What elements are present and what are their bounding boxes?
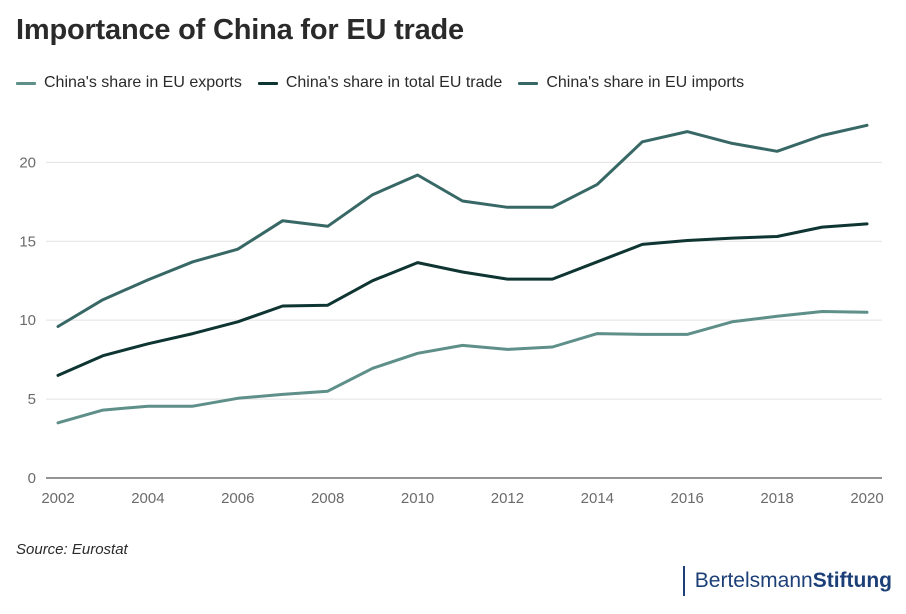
x-tick-label: 2004 — [131, 490, 164, 507]
x-tick-label: 2018 — [760, 490, 793, 507]
legend-swatch-imports — [518, 81, 539, 85]
x-tick-label: 2002 — [41, 490, 74, 507]
y-tick-label: 0 — [28, 470, 36, 487]
legend-swatch-total — [257, 81, 278, 85]
y-tick-label: 15 — [19, 233, 36, 250]
chart-title: Importance of China for EU trade — [16, 14, 464, 46]
x-tick-label: 2016 — [671, 490, 704, 507]
series-lines — [56, 123, 869, 425]
x-tick-label: 2012 — [491, 490, 524, 507]
y-tick-label: 5 — [28, 391, 36, 408]
x-tick-label: 2008 — [311, 490, 344, 507]
bertelsmann-stiftung-logo: Bertelsmann Stiftung — [682, 566, 892, 596]
legend-swatch-exports — [16, 81, 36, 85]
legend-item-imports: China's share in EU imports — [518, 74, 744, 92]
legend: China's share in EU exports China's shar… — [16, 74, 744, 92]
logo-bar — [682, 566, 685, 596]
legend-label-exports: China's share in EU exports — [44, 74, 242, 91]
y-tick-label: 10 — [19, 312, 36, 329]
legend-item-exports: China's share in EU exports — [16, 74, 242, 92]
series-line-total-trade — [56, 222, 869, 377]
legend-label-total: China's share in total EU trade — [285, 74, 503, 91]
legend-label-imports: China's share in EU imports — [546, 74, 745, 91]
y-tick-label: 20 — [19, 154, 36, 171]
x-tick-label: 2014 — [581, 490, 614, 507]
series-line-exports — [56, 310, 869, 425]
x-axis: 2002 2004 2006 2008 2010 2012 2014 2016 2018 2020 — [41, 490, 883, 507]
logo-text-light: Bertelsmann — [694, 569, 813, 592]
source-note: Source: Eurostat — [16, 541, 128, 558]
x-tick-label: 2006 — [221, 490, 254, 507]
x-tick-label: 2020 — [850, 490, 883, 507]
logo-text-bold: Stiftung — [812, 569, 892, 592]
y-axis: 0 5 10 15 20 — [19, 154, 36, 487]
series-line-imports — [56, 123, 869, 328]
legend-item-total: China's share in total EU trade — [257, 74, 503, 92]
x-tick-label: 2010 — [401, 490, 434, 507]
